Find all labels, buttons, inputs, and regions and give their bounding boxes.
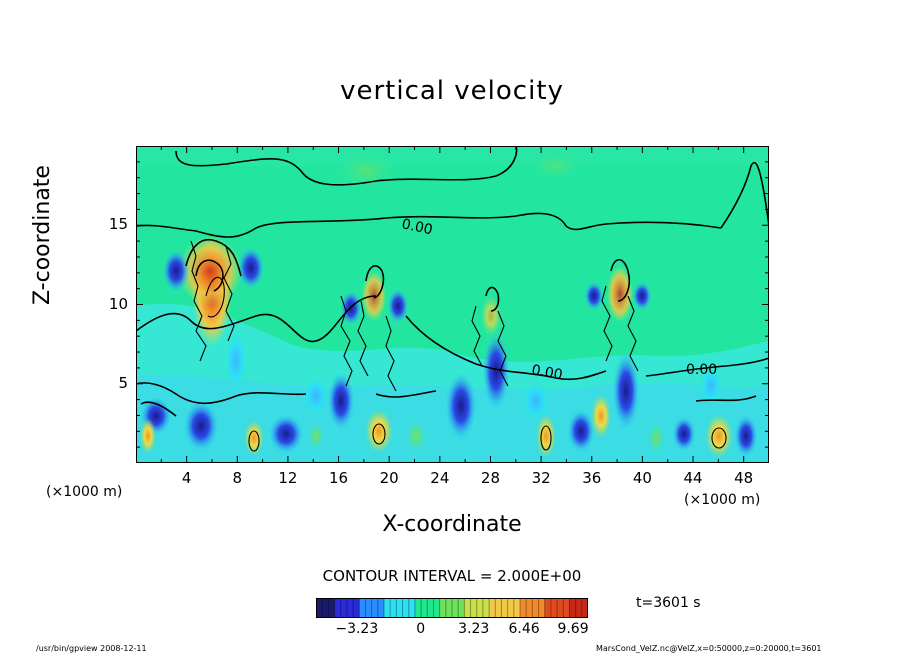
colorbar-tick-label: 0 [391, 621, 451, 637]
colorbar-tick-label: −3.23 [327, 621, 387, 637]
colorbar-cell [514, 598, 521, 618]
colorbar-cell [551, 598, 558, 618]
colorbar-cell [341, 598, 348, 618]
colorbar-cell [464, 598, 471, 618]
time-label: t=3601 s [636, 595, 701, 611]
colorbar-cell [415, 598, 422, 618]
colorbar-cell [576, 598, 583, 618]
x-tick-label: 40 [622, 469, 662, 487]
colorbar-cell [545, 598, 552, 618]
x-tick-label: 36 [572, 469, 612, 487]
colorbar-cell [378, 598, 385, 618]
colorbar-cell [458, 598, 465, 618]
colorbar-cell [433, 598, 440, 618]
colorbar-cell [347, 598, 354, 618]
x-tick-label: 20 [369, 469, 409, 487]
x-tick-label: 4 [167, 469, 207, 487]
colorbar-cell [557, 598, 564, 618]
y-axis-label: Z-coordinate [30, 165, 55, 305]
colorbar-cell [427, 598, 434, 618]
colorbar-cell [452, 598, 459, 618]
colorbar-cell [396, 598, 403, 618]
x-tick-label: 28 [470, 469, 510, 487]
colorbar-cell [495, 598, 502, 618]
colorbar-cell [563, 598, 570, 618]
plot-area: 0.00 0.00 0.00 [136, 146, 769, 463]
colorbar-cell [353, 598, 360, 618]
x-tick-label: 44 [673, 469, 713, 487]
colorbar-cell [483, 598, 490, 618]
contour-interval-text: CONTOUR INTERVAL = 2.000E+00 [0, 567, 904, 585]
colorbar-cell [384, 598, 391, 618]
colorbar-cell [335, 598, 342, 618]
x-tick-label: 48 [724, 469, 764, 487]
x-unit-right: (×1000 m) [684, 492, 760, 508]
colorbar-cell [446, 598, 453, 618]
colorbar-cell [403, 598, 410, 618]
x-axis-label: X-coordinate [0, 512, 904, 537]
x-unit-left: (×1000 m) [46, 484, 122, 500]
chart-title: vertical velocity [0, 76, 904, 106]
colorbar-cell [520, 598, 527, 618]
colorbar-cell [328, 598, 335, 618]
x-tick-label: 24 [420, 469, 460, 487]
x-tick-label: 12 [268, 469, 308, 487]
colorbar-cell [365, 598, 372, 618]
colorbar-cell [316, 598, 323, 618]
colorbar-cell [526, 598, 533, 618]
colorbar-cell [471, 598, 478, 618]
colorbar-cell [359, 598, 366, 618]
x-tick-label: 16 [319, 469, 359, 487]
y-tick-label: 5 [88, 374, 128, 392]
y-tick-label: 10 [88, 295, 128, 313]
colorbar-cell [440, 598, 447, 618]
x-tick-label: 8 [217, 469, 257, 487]
contour-label: 0.00 [686, 362, 717, 378]
colorbar-cell [532, 598, 539, 618]
colorbar-cell [501, 598, 508, 618]
colorbar-cell [409, 598, 416, 618]
footer-left: /usr/bin/gpview 2008-12-11 [36, 644, 147, 653]
colorbar-cell [489, 598, 496, 618]
colorbar-cell [421, 598, 428, 618]
colorbar-cell [322, 598, 329, 618]
colorbar-tick-label: 9.69 [543, 621, 603, 637]
footer-right: MarsCond_VelZ.nc@VelZ,x=0:50000,z=0:2000… [596, 644, 822, 653]
colorbar-cell [569, 598, 576, 618]
colorbar [316, 598, 588, 618]
colorbar-cell [539, 598, 546, 618]
x-tick-label: 32 [521, 469, 561, 487]
colorbar-cell [372, 598, 379, 618]
colorbar-cell [508, 598, 515, 618]
y-tick-label: 15 [88, 215, 128, 233]
colorbar-cell [390, 598, 397, 618]
colorbar-cell [477, 598, 484, 618]
